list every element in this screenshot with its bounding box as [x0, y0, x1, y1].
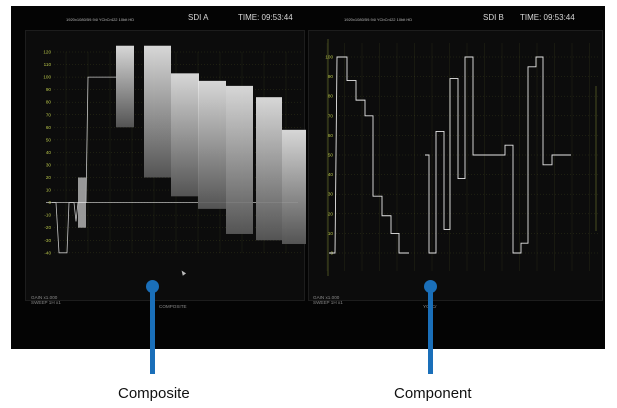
left-gain-label: GAIN x1.000: [31, 295, 58, 300]
left-format-label: 1920x1080/59.94i YCbCr422 10bit HD: [66, 17, 135, 22]
composite-callout-dot: [146, 280, 159, 293]
composite-scale-label: 70: [46, 112, 52, 117]
right-input-label: SDI B: [483, 13, 504, 22]
composite-scale-label: 30: [46, 162, 52, 167]
left-time-label: TIME: 09:53:44: [238, 13, 293, 22]
composite-color-bar: [256, 97, 282, 241]
component-scale-label: 10: [328, 231, 334, 236]
composite-waveform-panel: 1201101009080706050403020100-10-20-30-40: [25, 30, 306, 301]
composite-scale-label: -20: [44, 225, 51, 230]
right-gain-label: GAIN x1.000: [313, 295, 340, 300]
composite-color-bar: [116, 45, 134, 128]
waveform-monitor-display: 1920x1080/59.94i YCbCr422 10bit HD SDI A…: [11, 6, 605, 349]
composite-scale-label: 10: [46, 188, 52, 193]
left-input-label: SDI A: [188, 13, 209, 22]
composite-color-bar: [282, 129, 306, 245]
left-sweep-label: SWEEP 1H x1: [31, 300, 61, 306]
composite-scale-label: -30: [44, 238, 51, 243]
left-mode-label: COMPOSITE: [159, 304, 187, 309]
composite-scale-label: 110: [44, 62, 52, 67]
left-footer: GAIN x1.000 SWEEP 1H x1: [31, 295, 61, 306]
component-scale-label: 30: [328, 192, 334, 197]
composite-scale-label: 20: [46, 175, 52, 180]
component-scale-label: 40: [328, 172, 334, 177]
composite-color-bar: [198, 80, 226, 209]
composite-callout-line: [150, 290, 155, 374]
composite-scale-label: 120: [43, 50, 51, 55]
composite-trace: [46, 45, 306, 254]
composite-scale-label: -10: [44, 213, 51, 218]
composite-scale-label: 90: [46, 87, 52, 92]
right-sweep-label: SWEEP 1H x1: [313, 300, 343, 306]
component-chroma-trace: [425, 56, 571, 254]
component-scale-label: 90: [328, 74, 334, 79]
component-callout-line: [428, 290, 433, 374]
composite-scale-label: 100: [43, 75, 51, 80]
component-scale-label: 70: [328, 113, 334, 118]
component-callout-dot: [424, 280, 437, 293]
right-footer: GAIN x1.000 SWEEP 1H x1: [313, 295, 343, 306]
composite-scale-label: 50: [46, 137, 52, 142]
component-scale-label: 80: [328, 94, 334, 99]
composite-callout-label: Composite: [118, 385, 190, 402]
component-scale-label: 100: [325, 55, 333, 60]
component-callout-label: Component: [394, 385, 472, 402]
composite-scale-label: -40: [44, 250, 51, 255]
composite-color-bar: [144, 45, 171, 178]
composite-color-bar: [171, 73, 199, 197]
component-scale-label: 20: [328, 211, 334, 216]
composite-scale-label: 80: [46, 100, 52, 105]
composite-scale-label: 60: [46, 125, 52, 130]
component-trace: [329, 56, 571, 254]
component-scale-label: 50: [328, 153, 334, 158]
composite-waveform-plot: 1201101009080706050403020100-10-20-30-40: [43, 45, 306, 255]
right-time-label: TIME: 09:53:44: [520, 13, 575, 22]
composite-color-bar: [226, 85, 253, 234]
right-format-label: 1920x1080/59.94i YCbCr422 10bit HD: [344, 17, 413, 22]
component-luma-staircase: [329, 56, 409, 254]
composite-scale-label: 40: [46, 150, 52, 155]
component-waveform-panel: 100 90 80 70 60 50 40 30 20 10 0: [308, 30, 603, 301]
component-scale-label: 60: [328, 133, 334, 138]
